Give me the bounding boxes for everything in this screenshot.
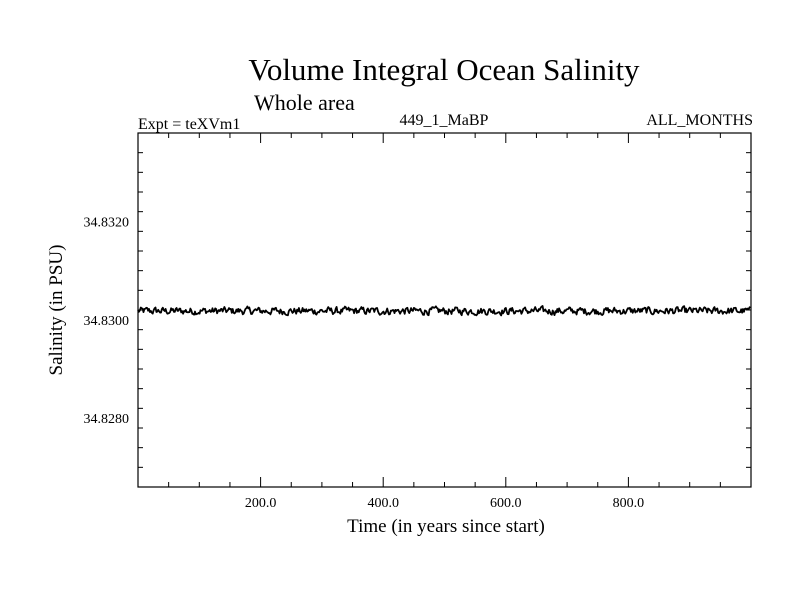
x-tick-labels: 200.0 400.0 600.0 800.0 bbox=[245, 496, 644, 511]
y-tick-label: 34.8280 bbox=[84, 412, 130, 427]
experiment-label: Expt = teXVm1 bbox=[138, 116, 241, 133]
run-id-label: 449_1_MaBP bbox=[399, 112, 489, 129]
y-axis-label: Salinity (in PSU) bbox=[46, 245, 67, 376]
x-tick-label: 800.0 bbox=[613, 496, 645, 511]
chart-title: Volume Integral Ocean Salinity bbox=[248, 52, 640, 87]
x-tick-label: 200.0 bbox=[245, 496, 277, 511]
x-tick-label: 600.0 bbox=[490, 496, 522, 511]
x-axis-label: Time (in years since start) bbox=[347, 516, 545, 537]
y-tick-label: 34.8300 bbox=[84, 314, 130, 329]
x-tick-label: 400.0 bbox=[367, 496, 399, 511]
y-tick-label: 34.8320 bbox=[84, 216, 130, 231]
axis-ticks bbox=[138, 133, 751, 487]
y-tick-labels: 34.8280 34.8300 34.8320 bbox=[84, 216, 130, 428]
period-label: ALL_MONTHS bbox=[646, 112, 753, 129]
series-line bbox=[137, 305, 751, 317]
chart-subtitle: Whole area bbox=[254, 90, 355, 115]
